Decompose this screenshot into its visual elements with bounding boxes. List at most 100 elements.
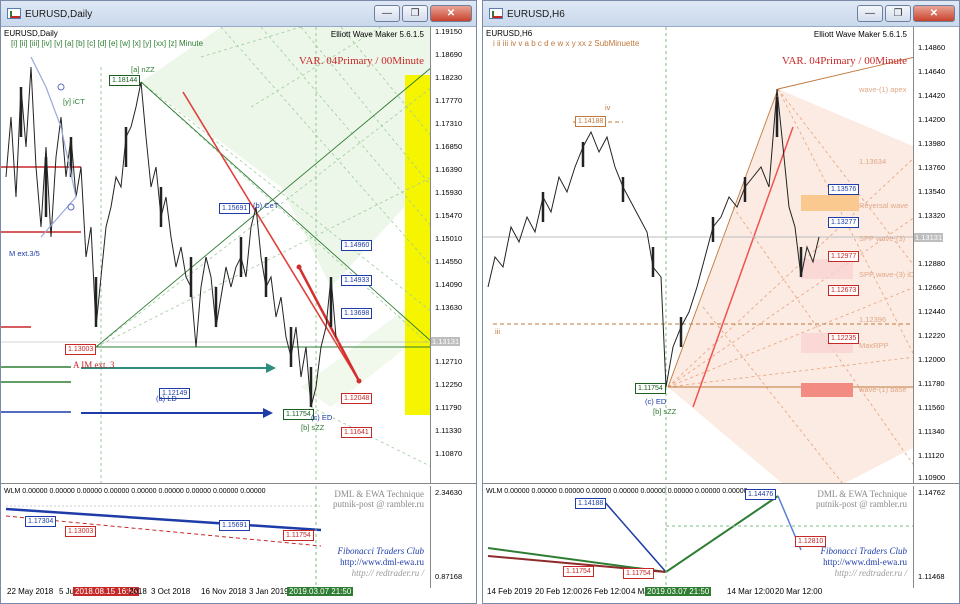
brand-line: DML & EWA Technique — [817, 489, 907, 499]
window-title: EURUSD,Daily — [25, 9, 93, 20]
price-tick: 1.18690 — [435, 50, 463, 59]
wave-degree-toolbar[interactable]: i ii iii iv v a b c d e w x y xx z SubMi… — [493, 39, 640, 48]
minimize-button[interactable]: — — [857, 5, 883, 22]
wave-label[interactable]: iv — [605, 103, 611, 112]
wave-degree-toolbar[interactable]: [i] [ii] [iii] [iv] [v] [a] [b] [c] [d] … — [11, 39, 204, 48]
price-tick: 1.14640 — [918, 67, 946, 76]
price-pane[interactable]: EURUSD,Daily [i] [ii] [iii] [iv] [v] [a]… — [1, 27, 476, 484]
date-cursor-label: 2019.03.07 21:50 — [287, 587, 354, 596]
wave-label[interactable]: (c) ED — [645, 397, 667, 406]
date-axis[interactable]: 22 May 2018 5 Jul 2018.08.15 16:55 2018 … — [1, 583, 476, 604]
price-tag[interactable]: 1.12810 — [795, 536, 827, 547]
maximize-button[interactable]: ❐ — [885, 5, 911, 22]
wave-label[interactable]: [y] iCT — [63, 97, 85, 106]
wave-label[interactable]: [b] sZZ — [301, 423, 325, 432]
price-tag[interactable]: 1.12235 — [828, 333, 860, 344]
price-tick: 1.18230 — [435, 73, 463, 82]
price-tag[interactable]: 1.14933 — [341, 275, 373, 286]
date-tick: 2018 — [129, 587, 147, 596]
price-tag[interactable]: 1.14960 — [341, 240, 373, 251]
price-chart-drawing[interactable] — [483, 27, 959, 484]
club-url[interactable]: http:// redtrader.ru / — [351, 568, 424, 578]
base-zone — [801, 383, 853, 397]
price-tag[interactable]: 1.12673 — [828, 285, 860, 296]
price-tag[interactable]: 1.11754 — [563, 566, 594, 577]
indicator-header: WLM 0.00000 0.00000 0.00000 0.00000 0.00… — [486, 488, 748, 495]
price-tag[interactable]: 1.18144 — [109, 75, 141, 86]
price-tick: 1.11468 — [918, 572, 945, 581]
window-titlebar[interactable]: EURUSD,Daily — ❐ ✕ — [1, 1, 476, 27]
price-tag[interactable]: 1.11754 — [283, 409, 314, 420]
brand-watermark: DML & EWA Technique putnik-post @ ramble… — [816, 489, 907, 509]
price-tag[interactable]: 1.11754 — [623, 568, 654, 579]
club-url[interactable]: http://www.dml-ewa.ru — [823, 557, 907, 567]
wave-label[interactable]: (a) LD — [156, 394, 177, 403]
club-watermark: Fibonacci Traders Club http://www.dml-ew… — [337, 546, 424, 579]
indicator-drawing[interactable] — [1, 486, 432, 588]
price-tick: 0.87168 — [435, 572, 463, 581]
price-tick: 1.11560 — [918, 403, 945, 412]
price-tag[interactable]: 1.13698 — [341, 308, 373, 319]
chart-area[interactable]: EURUSD,Daily [i] [ii] [iii] [iv] [v] [a]… — [1, 27, 476, 603]
price-tick: 1.14090 — [435, 280, 463, 289]
minimize-button[interactable]: — — [374, 5, 400, 22]
price-tag[interactable]: 1.11754 — [635, 383, 666, 394]
price-axis[interactable]: 1.14860 1.14640 1.14420 1.14200 1.13980 … — [913, 27, 959, 483]
wave-label[interactable]: [b] sZZ — [653, 407, 677, 416]
price-tag[interactable]: 1.11641 — [341, 427, 372, 438]
level-label: MaxRPP — [859, 341, 889, 350]
close-button[interactable]: ✕ — [913, 5, 955, 22]
price-tag[interactable]: 1.14188 — [575, 116, 607, 127]
price-tag[interactable]: 1.13277 — [828, 217, 860, 228]
price-tag[interactable]: 1.13576 — [828, 184, 860, 195]
symbol-label: EURUSD,H6 — [486, 29, 533, 38]
close-button[interactable]: ✕ — [430, 5, 472, 22]
indicator-pane[interactable]: WLM 0.00000 0.00000 0.00000 0.00000 0.00… — [483, 486, 959, 588]
current-price-tag: 1.13131 — [914, 233, 944, 242]
wave-label[interactable]: (c) ED — [311, 413, 333, 422]
chart-window-icon — [7, 8, 21, 19]
price-chart-drawing[interactable] — [1, 27, 476, 484]
price-tag[interactable]: 1.12048 — [341, 393, 373, 404]
wave-label[interactable]: (b) CeT — [253, 201, 279, 210]
window-titlebar[interactable]: EURUSD,H6 — ❐ ✕ — [483, 1, 959, 27]
date-tick: 20 Feb 12:00 — [535, 587, 583, 596]
wave-label[interactable]: [a] nZZ — [131, 65, 155, 74]
price-tick: 1.14200 — [918, 115, 946, 124]
club-watermark: Fibonacci Traders Club http://www.dml-ew… — [820, 546, 907, 579]
price-tag[interactable]: 1.12977 — [828, 251, 860, 262]
price-tag[interactable]: 1.15691 — [219, 203, 251, 214]
price-axis[interactable]: 1.19150 1.18690 1.18230 1.17770 1.17310 … — [430, 27, 476, 483]
chart-area[interactable]: EURUSD,H6 i ii iii iv v a b c d e w x y … — [483, 27, 959, 603]
chart-window-eurusd-h6[interactable]: EURUSD,H6 — ❐ ✕ — [482, 0, 960, 604]
price-tag[interactable]: 1.13003 — [65, 344, 97, 355]
price-tag[interactable]: 1.12149 — [159, 388, 191, 399]
club-url[interactable]: http:// redtrader.ru / — [834, 568, 907, 578]
price-tick: 1.12660 — [918, 283, 946, 292]
price-tag[interactable]: 1.14476 — [745, 489, 777, 500]
date-tick: 4 Mar — [631, 587, 652, 596]
price-tag[interactable]: 1.15691 — [219, 520, 251, 531]
indicator-pane[interactable]: WLM 0.00000 0.00000 0.00000 0.00000 0.00… — [1, 486, 476, 588]
chart-window-eurusd-daily[interactable]: EURUSD,Daily — ❐ ✕ — [0, 0, 477, 604]
date-axis[interactable]: 14 Feb 2019 20 Feb 12:00 26 Feb 12:00 4 … — [483, 583, 959, 604]
price-tag[interactable]: 1.17304 — [25, 516, 57, 527]
price-tag[interactable]: 1.11754 — [283, 530, 314, 541]
level-label: SPP wave-(3) — [859, 234, 906, 243]
brand-watermark: DML & EWA Technique putnik-post @ ramble… — [333, 489, 424, 509]
date-tick: 20 Mar 12:00 — [775, 587, 823, 596]
price-pane[interactable]: EURUSD,H6 i ii iii iv v a b c d e w x y … — [483, 27, 959, 484]
level-label: 1.12396 — [859, 315, 887, 324]
price-tag[interactable]: 1.14188 — [575, 498, 607, 509]
level-label: wave-(1) base — [859, 385, 907, 394]
price-tick: 1.16850 — [435, 142, 463, 151]
price-tick: 1.12440 — [918, 307, 946, 316]
symbol-label: EURUSD,Daily — [4, 29, 58, 38]
wave-label[interactable]: iii — [495, 327, 500, 336]
current-price-tag: 1.13131 — [431, 337, 461, 346]
price-tick: 1.16390 — [435, 165, 463, 174]
maximize-button[interactable]: ❐ — [402, 5, 428, 22]
club-url[interactable]: http://www.dml-ewa.ru — [340, 557, 424, 567]
price-tag[interactable]: 1.13003 — [65, 526, 97, 537]
wave-label[interactable]: M ext.3/5 — [9, 249, 40, 258]
